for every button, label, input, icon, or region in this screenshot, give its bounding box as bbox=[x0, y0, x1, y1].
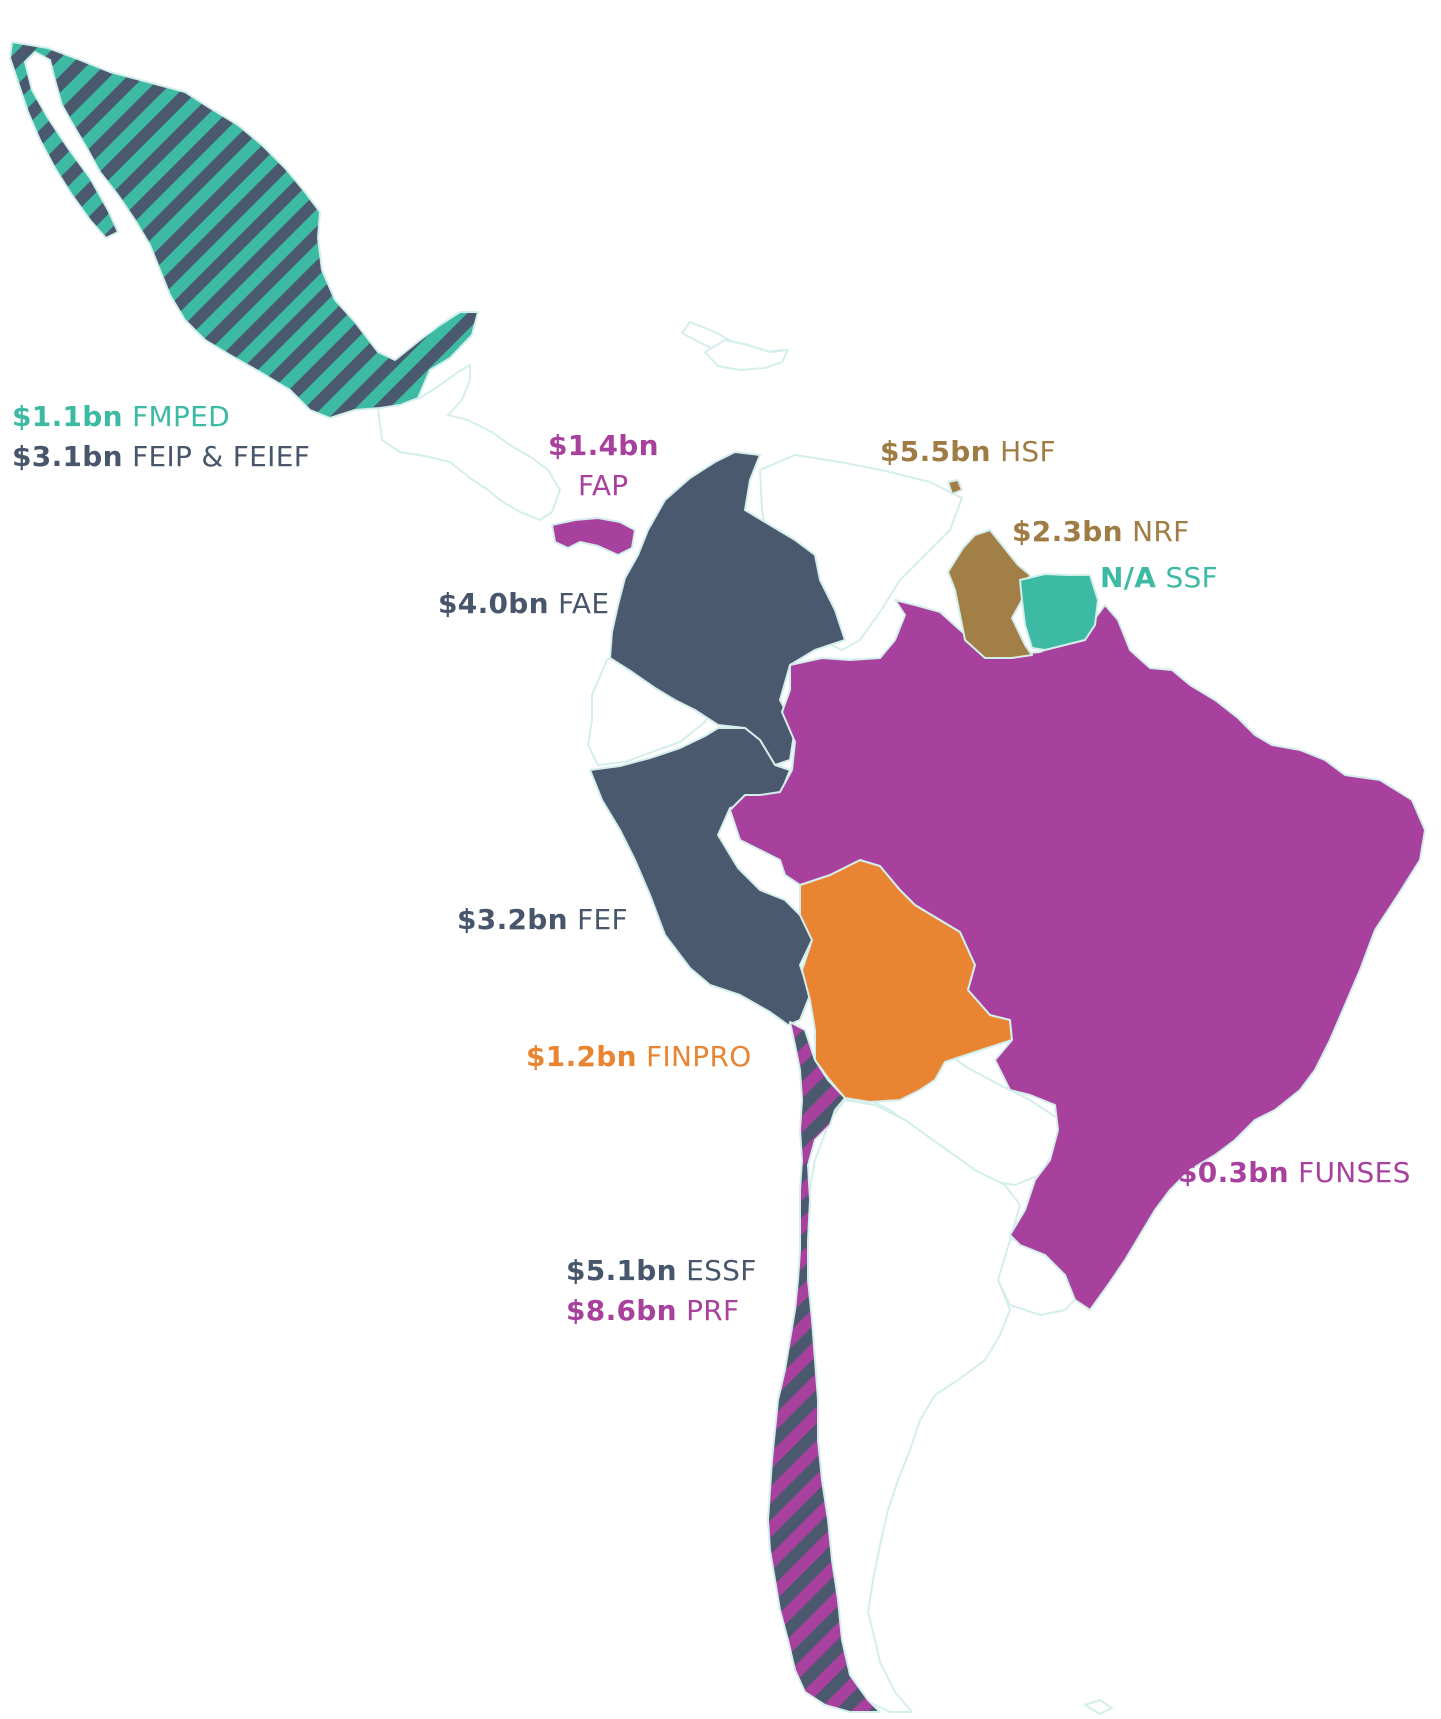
trinidad-hsf-amount: $5.5bn bbox=[880, 435, 991, 468]
panama-fap-name: FAP bbox=[578, 469, 629, 502]
central-america-shape bbox=[377, 364, 561, 521]
trinidad-hsf-label: $5.5bn HSF bbox=[880, 431, 1056, 473]
mexico-fmped-label: $1.1bn FMPED bbox=[12, 396, 230, 438]
mexico-feip-label: $3.1bn FEIP & FEIEF bbox=[12, 436, 310, 478]
chile-essf-label: $5.1bn ESSF bbox=[566, 1250, 757, 1292]
panama-shape bbox=[551, 517, 636, 556]
suriname-shape bbox=[1019, 573, 1099, 651]
trinidad-hsf-name: HSF bbox=[1000, 435, 1056, 468]
bolivia-finpro-label: $1.2bn FINPRO bbox=[526, 1036, 752, 1078]
suriname-ssf-name: SSF bbox=[1165, 561, 1218, 594]
brazil-funses-amount: $0.3bn bbox=[1178, 1156, 1289, 1189]
peru-fef-label: $3.2bn FEF bbox=[457, 899, 628, 941]
trinidad-shape bbox=[947, 479, 963, 495]
guyana-nrf-name: NRF bbox=[1132, 515, 1190, 548]
peru-shape bbox=[589, 727, 813, 1026]
mexico-feip-amount: $3.1bn bbox=[12, 440, 123, 473]
suriname-ssf-label: N/A SSF bbox=[1100, 557, 1218, 599]
chile-essf-name: ESSF bbox=[686, 1254, 757, 1287]
guyana-nrf-label: $2.3bn NRF bbox=[1012, 511, 1189, 553]
hispaniola-shape bbox=[704, 339, 789, 371]
bolivia-finpro-name: FINPRO bbox=[646, 1040, 752, 1073]
chile-prf-name: PRF bbox=[686, 1294, 740, 1327]
mexico-shape bbox=[9, 41, 479, 419]
suriname-ssf-amount: N/A bbox=[1100, 561, 1157, 594]
mexico-fmped-name: FMPED bbox=[132, 400, 230, 433]
chile-prf-amount: $8.6bn bbox=[566, 1294, 677, 1327]
peru-fef-name: FEF bbox=[577, 903, 628, 936]
falklands-shape bbox=[1084, 1699, 1113, 1715]
bolivia-finpro-amount: $1.2bn bbox=[526, 1040, 637, 1073]
brazil-funses-label: $0.3bn FUNSES bbox=[1178, 1152, 1411, 1194]
panama-fap-amount-label: $1.4bn bbox=[548, 425, 659, 467]
brazil-funses-name: FUNSES bbox=[1298, 1156, 1411, 1189]
mexico-fmped-amount: $1.1bn bbox=[12, 400, 123, 433]
panama-fap-amount: $1.4bn bbox=[548, 429, 659, 462]
colombia-fae-label: $4.0bn FAE bbox=[438, 583, 609, 625]
chile-shape bbox=[767, 1021, 881, 1713]
chile-prf-label: $8.6bn PRF bbox=[566, 1290, 739, 1332]
peru-fef-amount: $3.2bn bbox=[457, 903, 568, 936]
colombia-fae-amount: $4.0bn bbox=[438, 587, 549, 620]
guyana-nrf-amount: $2.3bn bbox=[1012, 515, 1123, 548]
brazil-shape bbox=[729, 599, 1426, 1311]
panama-fap-name-label: FAP bbox=[578, 465, 628, 507]
mexico-feip-name: FEIP & FEIEF bbox=[132, 440, 311, 473]
colombia-fae-name: FAE bbox=[558, 587, 610, 620]
guyana-shape bbox=[947, 529, 1033, 659]
chile-essf-amount: $5.1bn bbox=[566, 1254, 677, 1287]
